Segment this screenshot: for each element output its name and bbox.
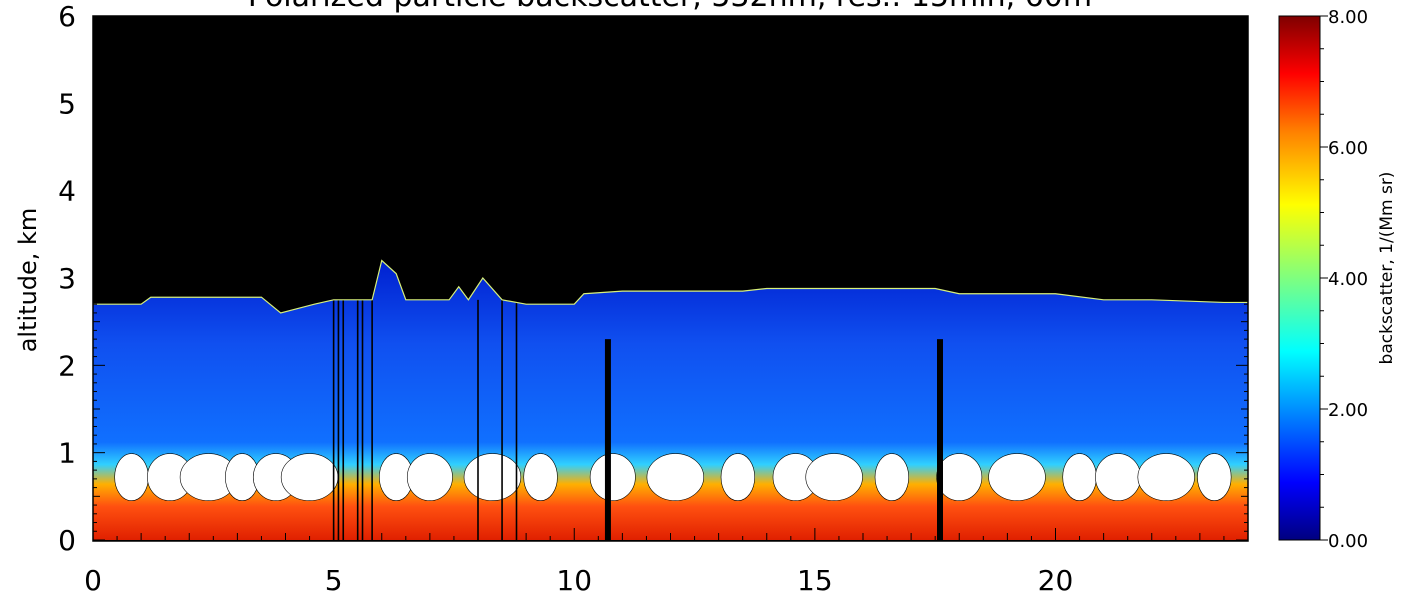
saturated-cloud-region — [463, 453, 522, 502]
saturated-cloud-region — [874, 453, 910, 502]
cloud-saturation-group — [114, 339, 1232, 540]
data-gap-group — [332, 299, 518, 540]
y-tick-label: 0 — [58, 524, 76, 557]
saturated-cloud-region — [805, 453, 863, 502]
y-tick-label: 4 — [58, 175, 76, 208]
cloud-column — [604, 339, 611, 540]
colorbar-label: backscatter, 1/(Mm sr) — [1377, 172, 1397, 365]
y-tick-label: 2 — [58, 349, 76, 382]
y-tick-label: 6 — [58, 0, 76, 33]
colorbar — [1278, 15, 1321, 541]
saturated-cloud-region — [1095, 453, 1141, 502]
colorbar-tick-label: 8.00 — [1328, 7, 1368, 28]
saturated-cloud-region — [646, 453, 705, 502]
y-axis: 0 1 2 3 4 5 6 — [58, 0, 1248, 557]
saturated-cloud-region — [988, 453, 1046, 502]
y-axis-label: altitude, km — [14, 208, 42, 353]
saturated-cloud-region — [720, 453, 756, 502]
colorbar-tick-label: 4.00 — [1328, 269, 1368, 290]
x-axis: 0 5 10 15 20 — [84, 16, 1249, 597]
chart-title: Polarized particle backscatter, 532nm, r… — [248, 0, 1092, 14]
boundary-layer-top-line — [93, 259, 1248, 314]
saturated-cloud-region — [523, 453, 558, 502]
x-tick-label: 5 — [325, 564, 343, 597]
colorbar-axis: 0.00 2.00 4.00 6.00 8.00 — [1320, 7, 1368, 552]
x-tick-label: 15 — [797, 564, 833, 597]
saturated-cloud-region — [406, 453, 453, 502]
saturated-cloud-region — [280, 453, 339, 502]
saturated-cloud-region — [1197, 453, 1232, 502]
saturated-cloud-region — [114, 453, 149, 502]
x-tick-label: 20 — [1038, 564, 1074, 597]
cloud-column — [937, 339, 943, 540]
saturated-cloud-region — [1062, 453, 1097, 502]
x-tick-label: 0 — [84, 564, 102, 597]
x-tick-label: 10 — [556, 564, 592, 597]
colorbar-tick-label: 6.00 — [1328, 138, 1368, 159]
saturated-cloud-region — [589, 453, 636, 502]
plot-area — [93, 16, 1248, 541]
colorbar-tick-label: 2.00 — [1328, 400, 1368, 421]
saturated-cloud-region — [936, 453, 983, 502]
y-tick-label: 3 — [58, 262, 76, 295]
y-tick-label: 1 — [58, 437, 76, 470]
y-tick-label: 5 — [58, 87, 76, 120]
colorbar-tick-label: 0.00 — [1328, 531, 1368, 552]
saturated-cloud-region — [1137, 453, 1195, 502]
